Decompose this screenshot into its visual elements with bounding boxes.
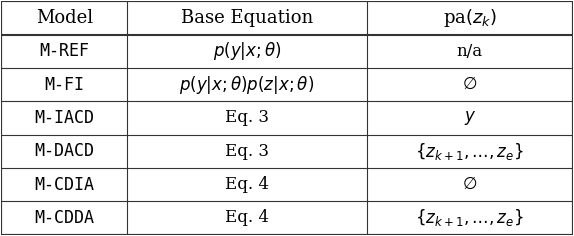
Text: $\{z_{k+1},\ldots,z_e\}$: $\{z_{k+1},\ldots,z_e\}$ xyxy=(416,207,524,228)
Text: M-DACD: M-DACD xyxy=(34,142,94,160)
Text: Eq. 3: Eq. 3 xyxy=(225,143,269,160)
Text: Eq. 4: Eq. 4 xyxy=(225,176,269,193)
Text: $y$: $y$ xyxy=(464,109,476,127)
Text: M-IACD: M-IACD xyxy=(34,109,94,127)
Text: M-REF: M-REF xyxy=(39,42,89,60)
Text: $\emptyset$: $\emptyset$ xyxy=(462,76,478,93)
Text: M-CDIA: M-CDIA xyxy=(34,176,94,194)
Text: M-CDDA: M-CDDA xyxy=(34,209,94,227)
Text: Base Equation: Base Equation xyxy=(181,9,313,27)
Text: $\{z_{k+1},\ldots,z_e\}$: $\{z_{k+1},\ldots,z_e\}$ xyxy=(416,141,524,162)
Text: $\emptyset$: $\emptyset$ xyxy=(462,176,478,193)
Text: n/a: n/a xyxy=(457,43,483,60)
Text: Eq. 4: Eq. 4 xyxy=(225,210,269,227)
Text: $p(y|x;\theta)p(z|x;\theta)$: $p(y|x;\theta)p(z|x;\theta)$ xyxy=(180,74,315,96)
Text: Eq. 3: Eq. 3 xyxy=(225,110,269,126)
Text: Model: Model xyxy=(36,9,93,27)
Text: pa$(z_k)$: pa$(z_k)$ xyxy=(443,7,497,29)
Text: $p(y|x;\theta)$: $p(y|x;\theta)$ xyxy=(213,40,281,62)
Text: M-FI: M-FI xyxy=(44,76,84,94)
